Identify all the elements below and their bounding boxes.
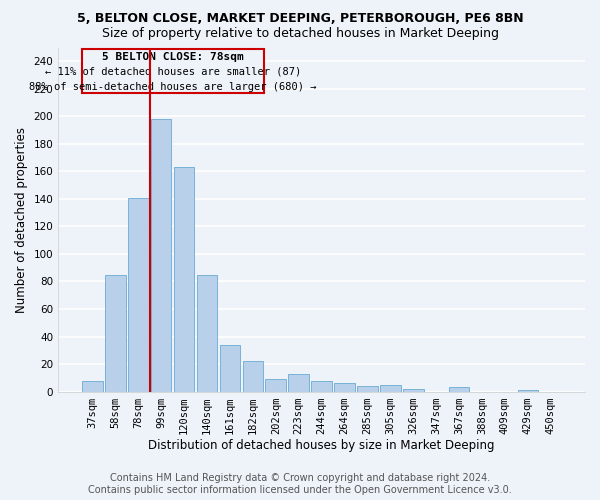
Bar — [334, 384, 355, 392]
Bar — [403, 389, 424, 392]
Bar — [242, 362, 263, 392]
Bar — [197, 274, 217, 392]
Bar — [82, 380, 103, 392]
Bar — [128, 198, 149, 392]
Text: 5 BELTON CLOSE: 78sqm: 5 BELTON CLOSE: 78sqm — [103, 52, 244, 62]
Bar — [357, 386, 378, 392]
Bar — [174, 167, 194, 392]
Bar — [265, 379, 286, 392]
Bar — [105, 274, 125, 392]
Text: Contains HM Land Registry data © Crown copyright and database right 2024.
Contai: Contains HM Land Registry data © Crown c… — [88, 474, 512, 495]
Text: 88% of semi-detached houses are larger (680) →: 88% of semi-detached houses are larger (… — [29, 82, 317, 92]
Bar — [311, 380, 332, 392]
Text: Size of property relative to detached houses in Market Deeping: Size of property relative to detached ho… — [101, 28, 499, 40]
Text: ← 11% of detached houses are smaller (87): ← 11% of detached houses are smaller (87… — [45, 67, 301, 77]
FancyBboxPatch shape — [82, 49, 264, 93]
Bar — [449, 388, 469, 392]
Bar — [289, 374, 309, 392]
Bar — [220, 345, 240, 392]
Bar — [151, 119, 172, 392]
Bar — [380, 384, 401, 392]
X-axis label: Distribution of detached houses by size in Market Deeping: Distribution of detached houses by size … — [148, 440, 495, 452]
Y-axis label: Number of detached properties: Number of detached properties — [15, 126, 28, 312]
Text: 5, BELTON CLOSE, MARKET DEEPING, PETERBOROUGH, PE6 8BN: 5, BELTON CLOSE, MARKET DEEPING, PETERBO… — [77, 12, 523, 26]
Bar — [518, 390, 538, 392]
